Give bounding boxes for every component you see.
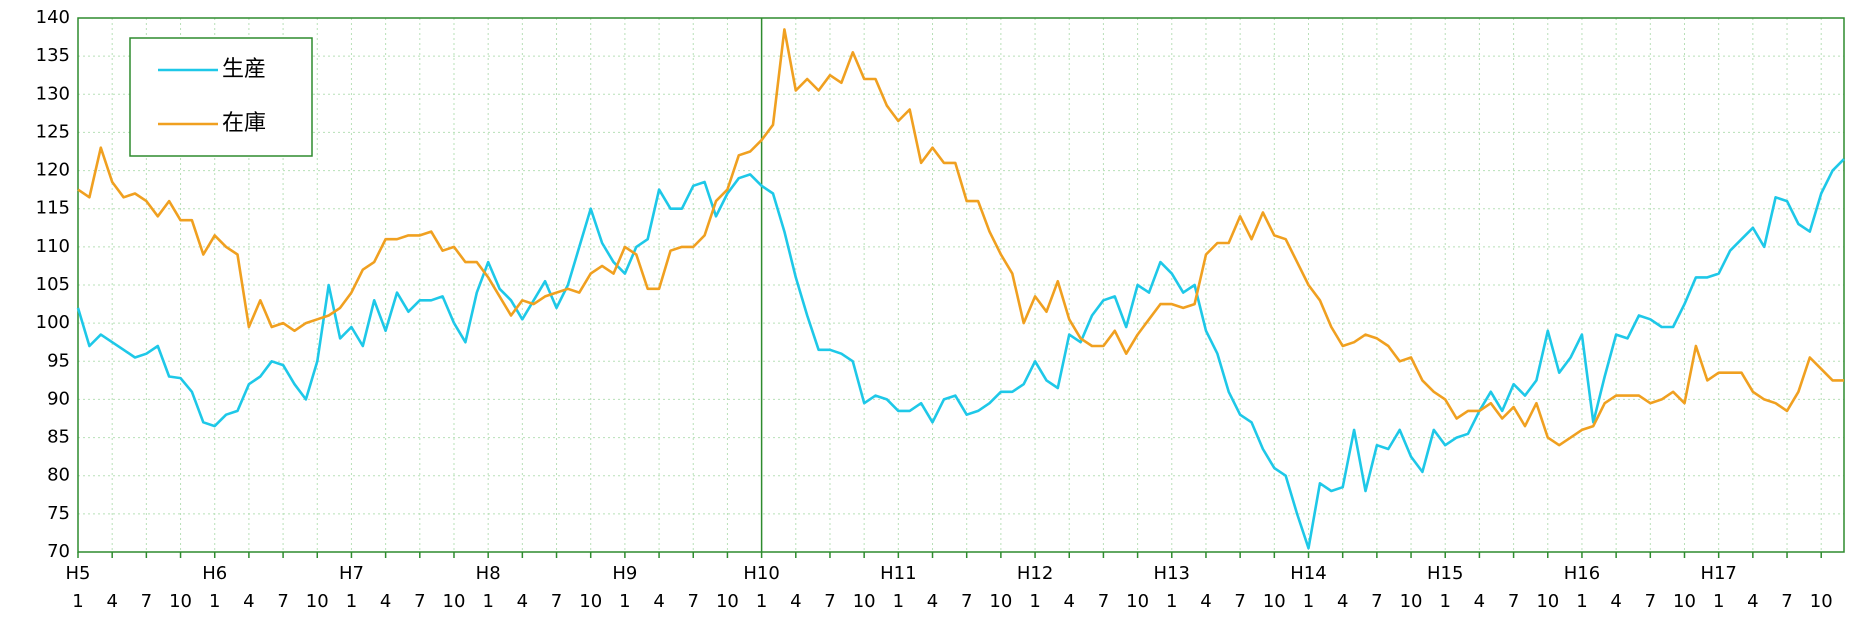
legend-box	[129, 37, 313, 157]
y-tick-label: 125	[36, 121, 70, 142]
x-tick-label: 1	[482, 591, 493, 612]
x-tick-label: 4	[1610, 591, 1621, 612]
x-tick-label: 1	[756, 591, 767, 612]
y-tick-label: 120	[36, 160, 70, 181]
x-tick-label: 10	[443, 591, 466, 612]
y-tick-label: 75	[47, 503, 70, 524]
x-tick-label: 10	[1400, 591, 1423, 612]
x-tick-label: 4	[1474, 591, 1485, 612]
x-tick-label: 4	[106, 591, 117, 612]
x-tick-label: 1	[1439, 591, 1450, 612]
x-tick-label: 7	[551, 591, 562, 612]
x-tick-label: 1	[619, 591, 630, 612]
x-tick-label: 10	[1810, 591, 1833, 612]
x-tick-label: 10	[989, 591, 1012, 612]
x-tick-label: 1	[346, 591, 357, 612]
x-tick-label: 1	[1029, 591, 1040, 612]
x-tick-label: 10	[306, 591, 329, 612]
x-tick-label: 7	[1508, 591, 1519, 612]
year-label: H5	[66, 563, 91, 584]
year-label: H11	[880, 563, 916, 584]
x-tick-label: 4	[243, 591, 254, 612]
y-tick-label: 110	[36, 236, 70, 257]
year-label: H15	[1427, 563, 1463, 584]
year-label: H9	[612, 563, 637, 584]
x-tick-label: 4	[1064, 591, 1075, 612]
plot-frame	[77, 17, 1845, 553]
legend-label: 在庫	[222, 111, 266, 136]
x-tick-label: 7	[1645, 591, 1656, 612]
x-tick-label: 4	[1200, 591, 1211, 612]
series-line	[77, 28, 1844, 447]
x-tick-label: 4	[1337, 591, 1348, 612]
x-tick-label: 7	[1234, 591, 1245, 612]
y-tick-label: 115	[36, 198, 70, 219]
x-tick-label: 7	[961, 591, 972, 612]
x-tick-label: 7	[414, 591, 425, 612]
year-label: H17	[1700, 563, 1736, 584]
series-line	[76, 158, 1845, 550]
x-tick-label: 4	[1747, 591, 1758, 612]
x-tick-label: 10	[169, 591, 192, 612]
y-tick-label: 100	[36, 312, 70, 333]
y-tick-label: 105	[36, 274, 70, 295]
x-tick-label: 1	[209, 591, 220, 612]
x-tick-label: 7	[277, 591, 288, 612]
year-label: H12	[1017, 563, 1053, 584]
x-tick-label: 1	[1303, 591, 1314, 612]
x-tick-label: 4	[653, 591, 664, 612]
x-tick-label: 1	[1576, 591, 1587, 612]
y-tick-label: 80	[47, 465, 70, 486]
y-tick-label: 90	[47, 388, 70, 409]
y-tick-label: 140	[36, 7, 70, 28]
x-tick-label: 4	[380, 591, 391, 612]
x-tick-label: 10	[716, 591, 739, 612]
x-tick-label: 1	[72, 591, 83, 612]
x-tick-label: 10	[1536, 591, 1559, 612]
x-tick-label: 4	[927, 591, 938, 612]
year-label: H14	[1290, 563, 1326, 584]
y-tick-label: 70	[47, 541, 70, 562]
x-tick-label: 1	[1713, 591, 1724, 612]
year-label: H16	[1564, 563, 1600, 584]
x-tick-label: 10	[853, 591, 876, 612]
x-tick-label: 1	[1166, 591, 1177, 612]
x-tick-label: 10	[579, 591, 602, 612]
year-label: H6	[202, 563, 227, 584]
y-tick-label: 85	[47, 427, 70, 448]
x-tick-label: 7	[688, 591, 699, 612]
year-label: H13	[1154, 563, 1190, 584]
y-tick-label: 135	[36, 45, 70, 66]
year-label: H7	[339, 563, 364, 584]
x-tick-label: 10	[1673, 591, 1696, 612]
x-tick-label: 7	[1781, 591, 1792, 612]
y-tick-label: 130	[36, 83, 70, 104]
legend-label: 生産	[222, 57, 266, 82]
year-label: H10	[743, 563, 779, 584]
year-label: H8	[476, 563, 501, 584]
x-tick-label: 7	[1371, 591, 1382, 612]
x-tick-label: 7	[141, 591, 152, 612]
x-tick-label: 4	[790, 591, 801, 612]
x-tick-label: 1	[893, 591, 904, 612]
x-tick-label: 4	[517, 591, 528, 612]
y-tick-label: 95	[47, 350, 70, 371]
x-tick-label: 7	[1098, 591, 1109, 612]
x-tick-label: 10	[1263, 591, 1286, 612]
x-tick-label: 7	[824, 591, 835, 612]
x-tick-label: 10	[1126, 591, 1149, 612]
